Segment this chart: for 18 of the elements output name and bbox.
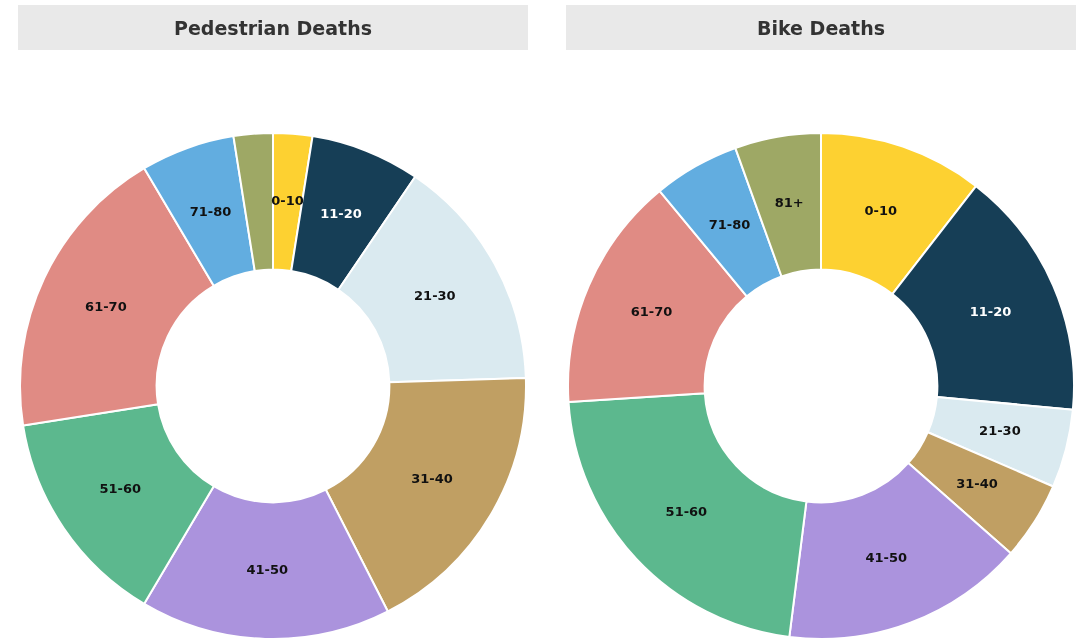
slice-label: 41-50 <box>865 550 908 566</box>
slice-label: 11-20 <box>969 304 1012 320</box>
slice-label: 61-70 <box>85 298 127 314</box>
slice-label: 71-80 <box>189 203 232 219</box>
slice-label: 71-80 <box>708 216 751 232</box>
chart-title: Pedestrian Deaths <box>18 5 528 50</box>
slice-label: 31-40 <box>411 471 453 487</box>
slice-label: 21-30 <box>979 423 1021 439</box>
chart-title: Bike Deaths <box>566 5 1076 50</box>
slice-label: 51-60 <box>99 481 142 497</box>
slice-label: 11-20 <box>320 205 362 221</box>
slice-label: 0-10 <box>864 202 898 218</box>
slice-label: 21-30 <box>414 288 456 304</box>
slice-label: 41-50 <box>246 561 288 577</box>
slice-label: 51-60 <box>665 503 708 519</box>
slice-label: 81+ <box>774 195 804 211</box>
slice-label: 61-70 <box>630 304 673 320</box>
slice-label: 31-40 <box>956 476 998 492</box>
